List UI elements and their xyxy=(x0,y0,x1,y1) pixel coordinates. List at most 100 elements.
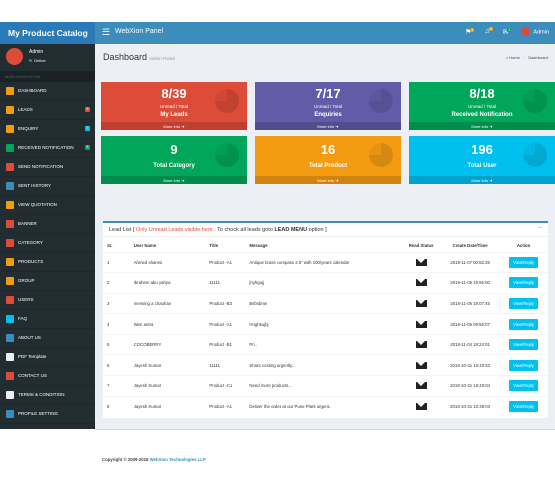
breadcrumb-current: Dashboard xyxy=(528,55,548,60)
envelope-icon xyxy=(415,299,427,307)
user-menu[interactable]: Admin xyxy=(521,27,549,36)
tile-label: Total User xyxy=(467,163,497,169)
collapse-icon[interactable]: − xyxy=(537,225,542,232)
sidebar-item-label: RECEIVED NOTIFICATION xyxy=(18,145,74,150)
cell-sr: 4 xyxy=(103,313,130,335)
envelope-icon xyxy=(415,403,427,411)
more-info-link[interactable]: More info ➜ xyxy=(409,176,555,184)
status-dot-icon xyxy=(29,59,32,62)
cell-date: 2018-11-05 19:07:45 xyxy=(441,292,500,314)
view-reply-button[interactable]: View/Reply xyxy=(509,297,538,309)
cell-user: COCOBERRY xyxy=(129,333,206,355)
sidebar-item-dashboard[interactable]: DASHBOARD xyxy=(0,82,95,101)
tile-label: Received Notification xyxy=(451,112,513,118)
sidebar-item-leads[interactable]: LEADS 8 xyxy=(0,101,95,120)
lead-list-note: Only Unread Leads visible here xyxy=(135,227,213,233)
more-info-link[interactable]: More info ➜ xyxy=(101,176,247,184)
view-reply-button[interactable]: View/Reply xyxy=(509,401,538,413)
sidebar-item-products[interactable]: PRODUCTS xyxy=(0,253,95,272)
cell-read-status xyxy=(401,354,442,376)
view-reply-button[interactable]: View/Reply xyxy=(509,359,538,371)
sidebar-item-terms[interactable]: TERMS & CONDITION xyxy=(0,386,95,405)
breadcrumb-home[interactable]: Home xyxy=(509,55,520,60)
lead-menu-link[interactable]: LEAD MENU xyxy=(274,227,308,233)
sidebar-badge: 8 xyxy=(85,107,90,112)
sidebar-item-group[interactable]: GROUP xyxy=(0,272,95,291)
sidebar-item-pdf[interactable]: PDF Template xyxy=(0,348,95,367)
view-reply-button[interactable]: View/Reply xyxy=(509,256,538,268)
stat-tile: 196 Total User More info ➜ xyxy=(409,136,555,184)
sidebar-item-label: BANNER xyxy=(18,221,37,226)
flag-count-badge: 1 xyxy=(470,27,475,32)
more-info-link[interactable]: More info ➜ xyxy=(255,176,401,184)
category-icon xyxy=(6,239,14,247)
notification-icon xyxy=(6,144,14,152)
sidebar-item-profile[interactable]: PROFILE SETTING xyxy=(0,405,95,424)
menu-toggle-icon[interactable]: ☰ xyxy=(102,27,111,37)
page-subtitle: Admin Portal xyxy=(149,56,175,61)
sidebar: Admin Online MAIN NAVIGATION DASHBOARD LE… xyxy=(0,44,95,429)
table-row: 5 COCOBERRY Product -B1 Pri.. 2018-11-04 18:… xyxy=(103,333,548,355)
send-notification-icon xyxy=(6,163,14,171)
tile-label: Total Product xyxy=(308,163,348,169)
tile-value: 16 xyxy=(320,142,336,157)
lead-list-mid: . To chock all leads goto xyxy=(214,227,273,233)
tile-value: 196 xyxy=(471,142,493,157)
pie-chart-icon xyxy=(369,89,393,113)
arrow-circle-right-icon: ➜ xyxy=(488,178,493,183)
bell-icon: ♫ xyxy=(484,28,490,35)
sidebar-item-notification[interactable]: RECEIVED NOTIFICATION 8 xyxy=(0,139,95,158)
cell-date: 2018-11-05 09:55:07 xyxy=(441,313,500,335)
bell-button[interactable]: ♫0 xyxy=(484,27,493,35)
page-title: Dashboard Admin Portal xyxy=(103,52,175,62)
mail-button[interactable]: ✉1 xyxy=(503,27,513,36)
cell-user: Ahmed shamsi xyxy=(129,251,206,273)
paper-plane-icon xyxy=(6,182,14,190)
sidebar-item-paper-plane[interactable]: SENT HISTORY xyxy=(0,177,95,196)
lead-list-box: Lead List [ Only Unread Leads visible he… xyxy=(103,221,548,418)
view-reply-button[interactable]: View/Reply xyxy=(509,339,538,351)
lead-table: Sr. User Name Title Message Read Status Creat… xyxy=(103,240,548,417)
sidebar-item-banner[interactable]: BANNER xyxy=(0,215,95,234)
view-reply-button[interactable]: View/Reply xyxy=(509,318,538,330)
more-info-link[interactable]: More info ➜ xyxy=(101,122,247,130)
lead-list-title: Lead List [ xyxy=(109,227,135,233)
app-brand[interactable]: My Product Catalog xyxy=(0,22,95,44)
sidebar-item-about[interactable]: ABOUT US xyxy=(0,329,95,348)
sidebar-badge: 8 xyxy=(85,145,90,150)
home-icon: ⌂ xyxy=(505,55,509,60)
pie-chart-icon xyxy=(523,143,547,167)
cell-sr: 2 xyxy=(103,272,130,294)
sidebar-item-quotation[interactable]: VIEW QUOTATION xyxy=(0,196,95,215)
cell-action: View/Reply xyxy=(499,395,548,417)
sidebar-item-users[interactable]: USERS xyxy=(0,291,95,310)
sidebar-item-faq[interactable]: FAQ xyxy=(0,310,95,329)
sidebar-item-category[interactable]: CATEGORY xyxy=(0,234,95,253)
cell-sr: 8 xyxy=(103,395,130,417)
view-reply-button[interactable]: View/Reply xyxy=(509,380,538,392)
arrow-circle-right-icon: ➜ xyxy=(488,124,493,129)
more-info-link[interactable]: More info ➜ xyxy=(255,122,401,130)
cell-title: Product -A1 xyxy=(205,313,246,335)
cell-action: View/Reply xyxy=(499,333,548,355)
more-info-link[interactable]: More info ➜ xyxy=(409,122,555,130)
envelope-icon xyxy=(415,258,427,266)
cell-user: Jayesh Kumar xyxy=(129,395,206,417)
column-header: Read Status xyxy=(408,243,434,249)
view-reply-button[interactable]: View/Reply xyxy=(509,277,538,289)
faq-icon xyxy=(6,315,14,323)
pie-chart-icon xyxy=(215,143,239,167)
sidebar-item-location-pin[interactable]: CONTACT US xyxy=(0,367,95,386)
cell-message: Hnghkujbj xyxy=(245,313,402,335)
flag-button[interactable]: ⚑1 xyxy=(465,27,475,36)
footer-company-link[interactable]: WebXion Technologies LLP xyxy=(149,457,206,462)
cell-title: Product -B1 xyxy=(205,333,246,355)
cell-date: 2018-10-31 10:40:53 xyxy=(441,354,500,376)
stat-tile: 9 Total Category More info ➜ xyxy=(101,136,247,184)
sidebar-item-send-notification[interactable]: SEND NOTIFICATION xyxy=(0,158,95,177)
cell-action: View/Reply xyxy=(499,292,548,314)
sidebar-item-enquiry[interactable]: ENQUIRY 7 xyxy=(0,120,95,139)
breadcrumb: ⌂ Home > Dashboard xyxy=(505,55,548,60)
cell-user: Jayesh Kumar xyxy=(129,354,206,376)
group-icon xyxy=(6,277,14,285)
